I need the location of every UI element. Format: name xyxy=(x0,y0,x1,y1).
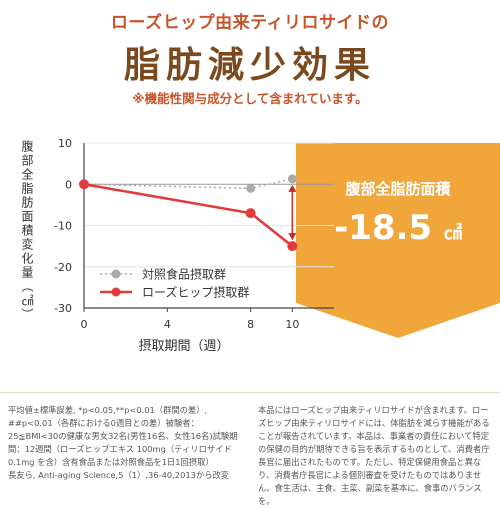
x-tick-label: 8 xyxy=(247,318,254,331)
legend-label-1: ローズヒップ摂取群 xyxy=(142,285,249,300)
data-point xyxy=(245,208,256,219)
legend-label-0: 対照食品摂取群 xyxy=(142,267,226,282)
legend-marker-0 xyxy=(111,269,121,279)
callout-shape xyxy=(296,143,500,338)
footnote-left: 平均値±標準誤差, *p<0.05,**p<0.01（群間の差）, ##p<0.… xyxy=(8,405,238,480)
header-title: 脂肪減少効果 xyxy=(123,44,376,86)
header-subtitle: ローズヒップ由来ティリロサイドの xyxy=(110,13,390,33)
footnote-right: 本品にはローズヒップ由来ティリロサイドが含まれます。ローズヒップ由来ティリロサイ… xyxy=(258,405,490,506)
difference-arrow-head-top xyxy=(288,184,297,192)
data-point xyxy=(287,241,298,252)
footer-divider xyxy=(0,392,500,393)
callout-title: 腹部全脂肪面積 xyxy=(345,180,451,198)
callout-value: -18.5 ㎠ xyxy=(296,208,500,248)
callout-background xyxy=(296,143,500,338)
y-tick-label: 10 xyxy=(58,137,72,150)
y-axis-label: 腹部全脂肪面積変化量（㎠） xyxy=(20,140,34,322)
y-tick-label: -10 xyxy=(54,220,72,233)
x-tick-label: 4 xyxy=(164,318,171,331)
x-tick-label: 10 xyxy=(285,318,299,331)
callout-unit: ㎠ xyxy=(443,223,462,244)
data-point xyxy=(287,174,297,184)
x-tick-label: 0 xyxy=(81,318,88,331)
y-tick-label: -20 xyxy=(54,261,72,274)
data-point xyxy=(246,183,256,193)
chart-series xyxy=(79,174,298,252)
legend-marker-1 xyxy=(111,287,121,297)
series-line-0 xyxy=(83,178,293,190)
y-tick-label: 0 xyxy=(65,178,72,191)
callout-number: -18.5 xyxy=(334,208,433,248)
series-line-1 xyxy=(83,183,294,248)
difference-arrow-head-bottom xyxy=(288,233,297,241)
x-axis-label: 摂取期間（週） xyxy=(138,338,229,354)
header-note: ※機能性関与成分として含まれています。 xyxy=(132,91,368,106)
data-point xyxy=(79,179,89,190)
y-tick-label: -30 xyxy=(54,302,72,315)
